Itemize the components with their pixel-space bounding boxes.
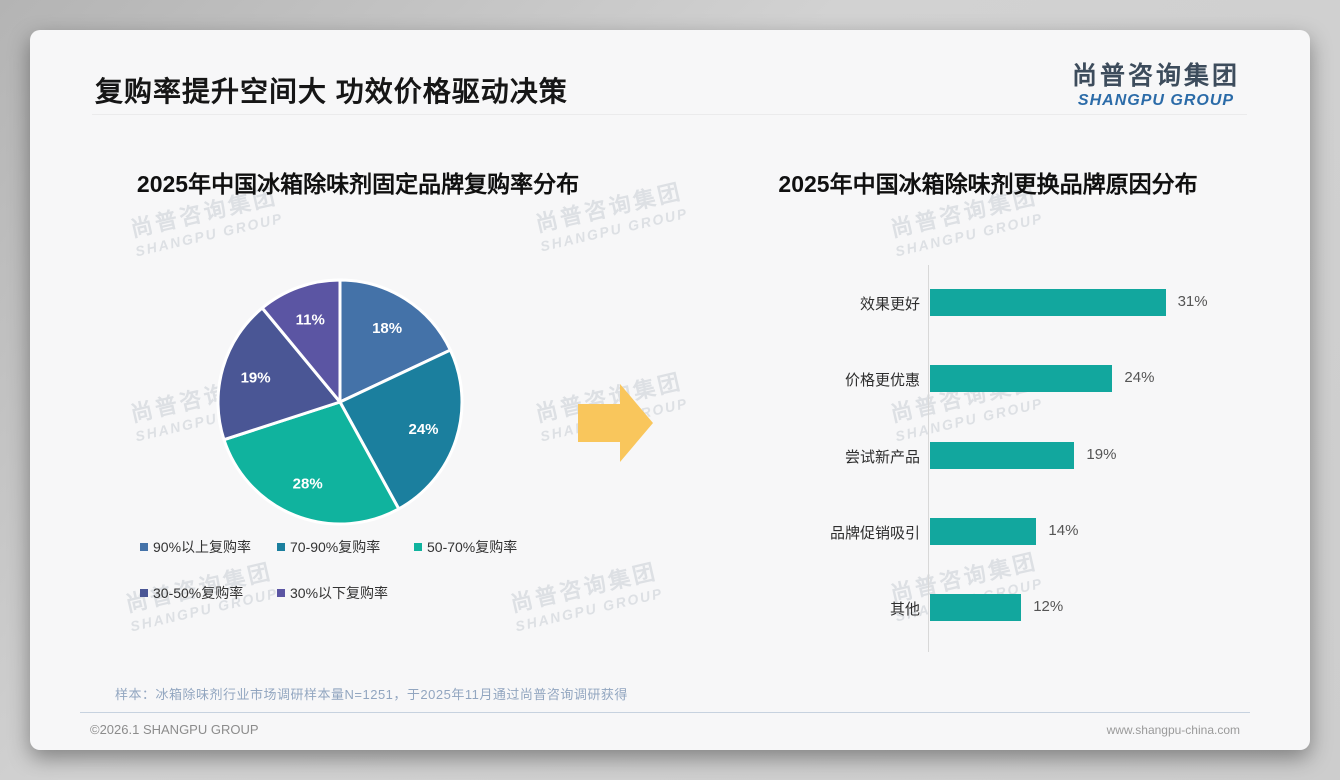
bar-category-label: 品牌促销吸引 [829, 524, 920, 542]
pie-slice-0 [338, 278, 452, 404]
bar-row-3: 品牌促销吸引 14% [770, 517, 1270, 545]
page-title: 复购率提升空间大 功效价格驱动决策 [95, 76, 568, 107]
slide-card: 尚普咨询集团 SHANGPU GROUP 尚普咨询集团 SHANGPU GROUP 尚普… [30, 30, 1310, 750]
legend-item-3: 30-50%复购率 [140, 583, 277, 603]
pie-slice-value-label: 19% [241, 370, 271, 387]
bar-row-0: 效果更好 31% [770, 289, 1270, 316]
legend-swatch-icon [277, 589, 285, 597]
legend-label: 30%以下复购率 [290, 585, 389, 601]
sample-note: 样本：冰箱除味剂行业市场调研样本量N=1251，于2025年11月通过尚普咨询调… [115, 687, 628, 702]
bar-category-label: 尝试新产品 [844, 448, 920, 466]
bar-category-label: 效果更好 [859, 296, 920, 313]
bar-chart-title: 2025年中国冰箱除味剂更换品牌原因分布 [778, 171, 1198, 197]
bar-fill [930, 289, 1166, 316]
bar-fill [930, 517, 1037, 545]
pie-slice-2 [222, 400, 401, 526]
bar-chart-axis-line [928, 265, 929, 652]
legend-label: 90%以上复购率 [153, 539, 252, 555]
legend-label: 50-70%复购率 [427, 539, 518, 555]
bar-category-label: 价格更优惠 [844, 372, 920, 390]
legend-item-0: 90%以上复购率 [140, 537, 277, 557]
legend-item-1: 70-90%复购率 [277, 537, 414, 557]
bar-category-label: 其他 [889, 601, 920, 619]
bar-value-label: 24% [1124, 369, 1155, 387]
bar-chart: 效果更好 31% 价格更优惠 24% 尝试新产品 19% 品牌促销吸引 14% 其他 12% [770, 265, 1270, 660]
legend-swatch-icon [140, 543, 148, 551]
footer-divider [80, 712, 1250, 713]
bar-value-label: 14% [1048, 521, 1079, 539]
title-divider [92, 114, 1247, 115]
pie-chart-title: 2025年中国冰箱除味剂固定品牌复购率分布 [136, 171, 580, 197]
legend-label: 30-50%复购率 [153, 585, 244, 601]
logo-english-text: SHANGPU GROUP [1077, 92, 1235, 109]
bar-fill [930, 365, 1113, 393]
pie-slice-1 [338, 348, 464, 511]
legend-label: 70-90%复购率 [290, 539, 381, 555]
pie-slice-3 [216, 306, 342, 442]
watermark-en: SHANGPU GROUP [893, 209, 1045, 260]
bar-row-2: 尝试新产品 19% [770, 441, 1270, 469]
pie-chart-svg: 18% 24% 28% 19% 11% [216, 278, 464, 526]
company-logo: 尚普咨询集团 SHANGPU GROUP [1072, 56, 1240, 110]
legend-swatch-icon [140, 589, 148, 597]
bar-value-label: 12% [1033, 598, 1064, 616]
pie-legend: 90%以上复购率 70-90%复购率 50-70%复购率 30-50%复购率 30%以下… [140, 537, 580, 603]
legend-swatch-icon [277, 543, 285, 551]
pie-slice-value-label: 28% [293, 476, 323, 493]
bar-value-label: 19% [1086, 445, 1117, 463]
footer-copyright: ©2026.1 SHANGPU GROUP [90, 722, 259, 737]
transition-arrow-icon [578, 383, 654, 468]
pie-slice-4 [260, 278, 342, 404]
pie-slice-value-label: 24% [408, 421, 438, 438]
watermark-en: SHANGPU GROUP [538, 204, 690, 255]
bar-fill [930, 441, 1075, 469]
pie-slice-value-label: 18% [372, 320, 402, 337]
footer-website: www.shangpu-china.com [1106, 723, 1240, 737]
legend-item-4: 30%以下复购率 [277, 583, 414, 603]
bar-fill [930, 594, 1022, 622]
legend-swatch-icon [414, 543, 422, 551]
bar-row-1: 价格更优惠 24% [770, 365, 1270, 393]
logo-chinese-text: 尚普咨询集团 [1071, 62, 1240, 90]
bar-row-4: 其他 12% [770, 594, 1270, 622]
legend-item-2: 50-70%复购率 [414, 537, 551, 557]
bar-value-label: 31% [1177, 293, 1208, 310]
pie-chart: 18% 24% 28% 19% 11% [190, 252, 490, 552]
pie-slice-value-label: 11% [296, 311, 325, 328]
